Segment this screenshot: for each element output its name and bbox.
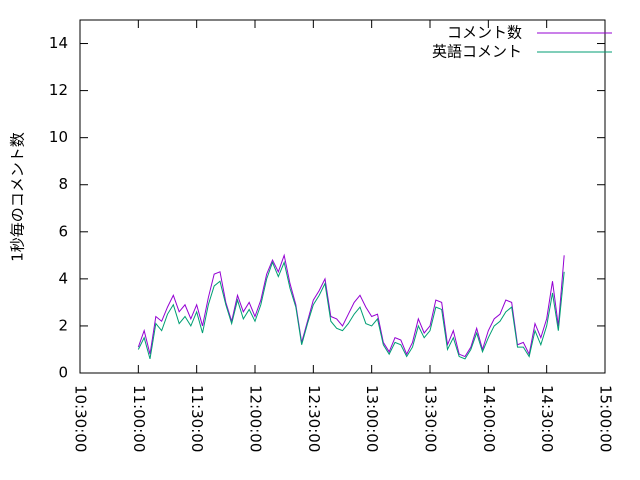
x-tick-label: 15:00:00 xyxy=(597,385,615,452)
x-tick-label: 13:30:00 xyxy=(422,385,440,452)
x-tick-label: 12:00:00 xyxy=(247,385,265,452)
y-axis-label: 1秒毎のコメント数 xyxy=(9,132,27,262)
y-tick-label: 4 xyxy=(58,269,68,287)
x-tick-label: 14:00:00 xyxy=(480,385,498,452)
y-tick-label: 14 xyxy=(49,34,68,52)
y-tick-label: 6 xyxy=(58,222,68,240)
y-tick-label: 8 xyxy=(58,175,68,193)
x-tick-label: 13:00:00 xyxy=(363,385,381,452)
y-tick-label: 10 xyxy=(49,128,68,146)
x-tick-label: 11:00:00 xyxy=(130,385,148,452)
plot-border xyxy=(79,19,606,374)
x-tick-label: 11:30:00 xyxy=(188,385,206,452)
series-line xyxy=(137,253,565,358)
y-tick-label: 2 xyxy=(58,316,68,334)
y-tick-label: 0 xyxy=(58,364,68,382)
y-tick-label: 12 xyxy=(49,81,68,99)
x-tick-label: 12:30:00 xyxy=(305,385,323,452)
legend-label: コメント数 xyxy=(447,24,522,42)
legend-label: 英語コメント xyxy=(432,43,522,61)
series-line xyxy=(137,260,565,360)
x-tick-label: 10:30:00 xyxy=(72,385,90,452)
x-tick-label: 14:30:00 xyxy=(538,385,556,452)
